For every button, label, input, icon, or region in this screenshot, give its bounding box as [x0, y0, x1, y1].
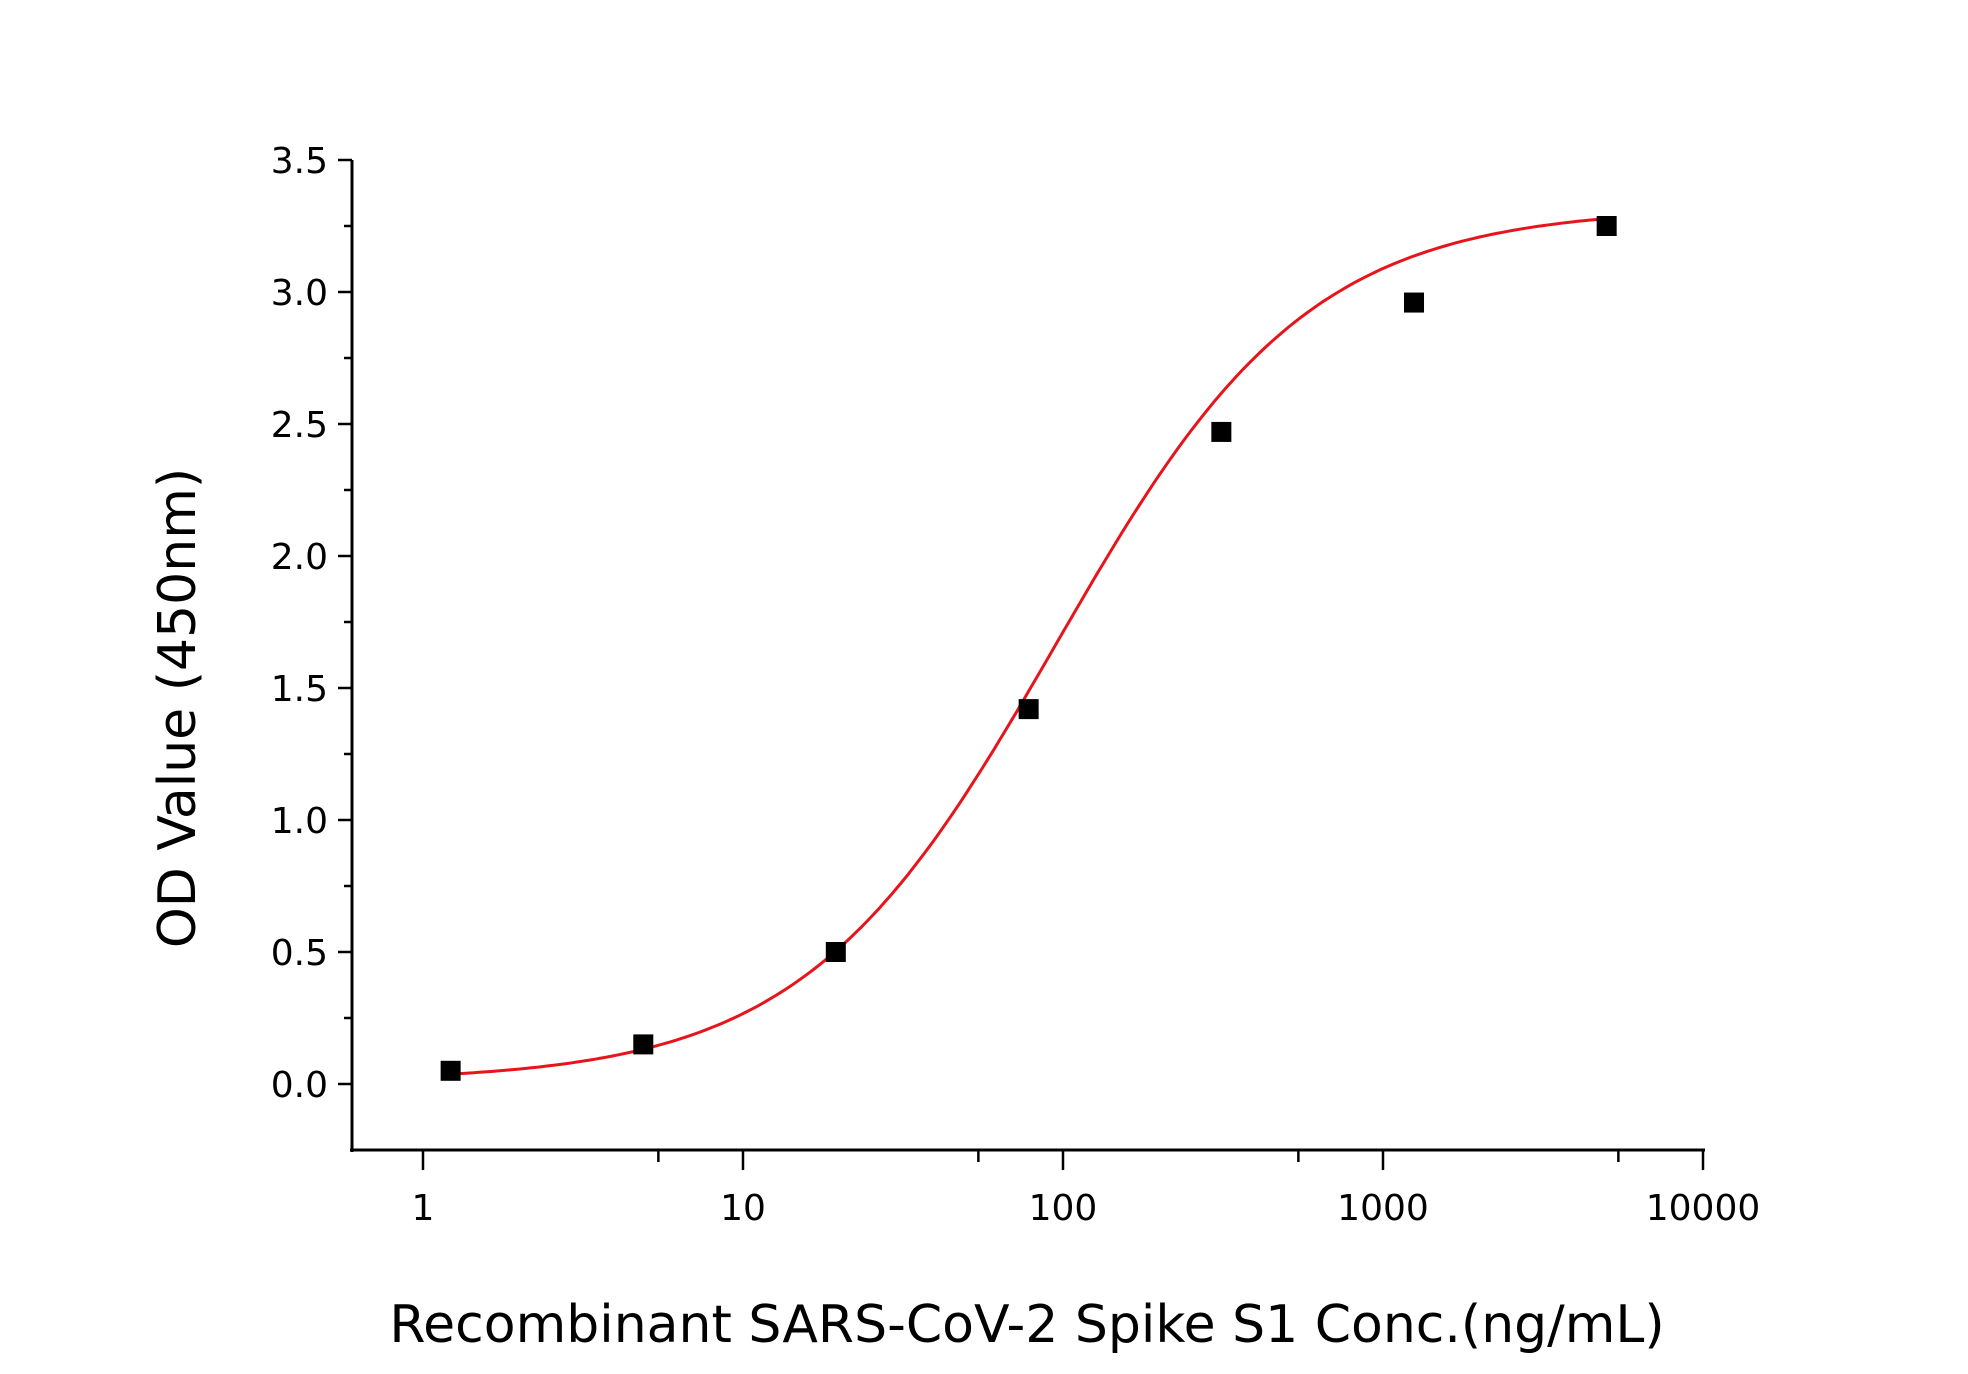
- x-tick-label: 1: [412, 1188, 435, 1229]
- y-tick-label: 2.5: [271, 405, 328, 446]
- data-point: [825, 942, 846, 962]
- data-points: [440, 216, 1617, 1081]
- y-tick-label: 3.5: [271, 141, 328, 182]
- y-axis-label: OD Value (450nm): [148, 468, 208, 948]
- data-point: [1211, 421, 1232, 442]
- y-tick-label: 0.5: [271, 933, 328, 974]
- x-axis-label: Recombinant SARS-CoV-2 Spike S1 Conc.(ng…: [389, 1295, 1664, 1355]
- y-tick-label: 1.5: [271, 669, 328, 710]
- x-tick-label: 1000: [1337, 1188, 1429, 1229]
- fit-curve-group: [450, 217, 1607, 1076]
- data-point: [1404, 292, 1425, 313]
- y-tick-label: 3.0: [271, 273, 328, 314]
- data-point: [440, 1060, 461, 1081]
- x-tick-label: 10: [720, 1188, 766, 1229]
- y-tick-label: 1.0: [271, 801, 328, 842]
- data-point: [633, 1034, 654, 1055]
- x-tick-label: 100: [1029, 1188, 1098, 1229]
- data-point: [1018, 699, 1039, 720]
- y-tick-label: 0.0: [271, 1065, 328, 1106]
- x-tick-label: 10000: [1646, 1188, 1761, 1229]
- axes: 0.0 0.5 1.0 1.5 2.0 2.5 3.0 3.5 1 10 100 1000 10000: [271, 141, 1761, 1229]
- y-tick-label: 2.0: [271, 537, 328, 578]
- data-point: [1596, 216, 1617, 236]
- fit-curve: [450, 217, 1607, 1076]
